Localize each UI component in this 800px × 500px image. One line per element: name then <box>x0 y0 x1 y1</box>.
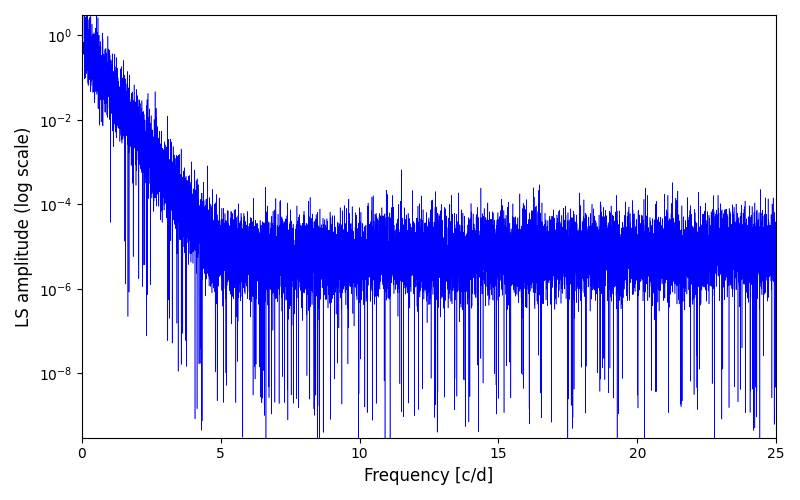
X-axis label: Frequency [c/d]: Frequency [c/d] <box>364 467 494 485</box>
Y-axis label: LS amplitude (log scale): LS amplitude (log scale) <box>15 126 33 326</box>
